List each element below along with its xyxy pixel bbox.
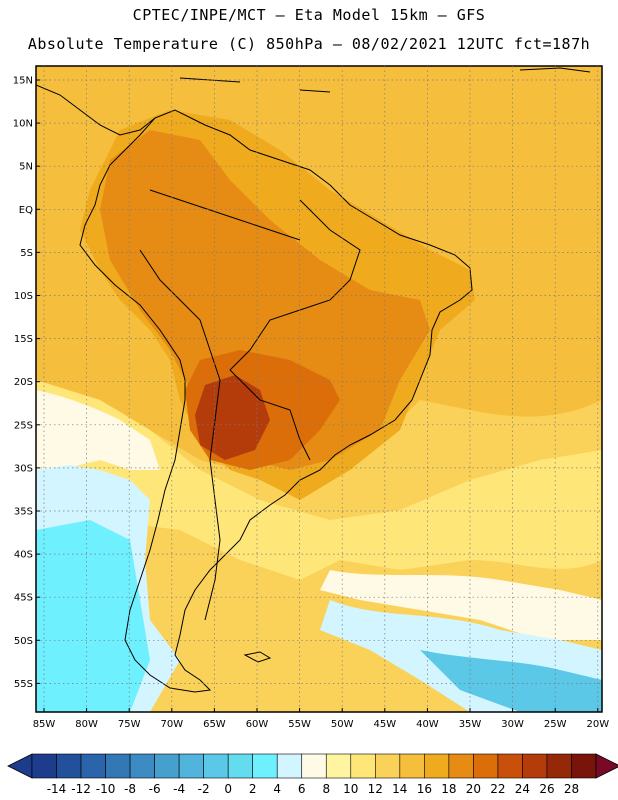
legend-swatch	[105, 753, 131, 779]
legend-swatch	[276, 753, 303, 779]
lat-label: 10N	[13, 119, 33, 130]
map-frame	[35, 65, 603, 713]
legend-tick-label: -14	[47, 782, 67, 796]
lat-label: 20S	[14, 377, 33, 388]
legend-tick-label: 26	[539, 782, 554, 796]
legend-tick-label: 10	[343, 782, 358, 796]
lat-label: 30S	[14, 463, 33, 474]
legend-tick-label: 18	[441, 782, 456, 796]
legend-swatch	[129, 753, 155, 779]
legend-swatch	[178, 753, 204, 779]
legend-swatch	[252, 753, 278, 779]
legend-tick-label: -10	[96, 782, 116, 796]
legend-tick-label: 8	[322, 782, 330, 796]
lon-label: 45W	[373, 719, 396, 730]
color-legend: -14 -12 -10 -8 -6 -4 -2 0 2 4 6 8 10 12 14 16 18 20 22 24 26…	[7, 753, 618, 796]
lat-label: 40S	[14, 550, 33, 561]
legend-swatch	[473, 753, 499, 779]
field-continent-hottest	[195, 375, 270, 460]
lon-label: 70W	[160, 719, 183, 730]
lon-label: 85W	[33, 719, 56, 730]
lon-label: 50W	[331, 719, 354, 730]
chart-title-line-1: CPTEC/INPE/MCT – Eta Model 15km – GFS	[132, 6, 486, 24]
field-yellow-band	[36, 380, 602, 580]
lon-label: 55W	[288, 719, 311, 730]
lat-label: 35S	[14, 507, 33, 518]
legend-swatch	[571, 753, 597, 779]
legend-swatch	[522, 753, 548, 779]
legend-swatch	[375, 753, 401, 779]
legend-arrow-left	[7, 753, 33, 779]
lon-label: 25W	[544, 719, 567, 730]
legend-swatch	[497, 753, 523, 779]
lat-label: 5N	[19, 162, 33, 173]
legend-tick-label: -4	[173, 782, 185, 796]
lat-label: 50S	[14, 636, 33, 647]
central-america	[36, 84, 156, 136]
lon-label: 60W	[246, 719, 269, 730]
lat-label: 25S	[14, 420, 33, 431]
legend-tick-label: 20	[466, 782, 481, 796]
legend-tick-label: 16	[417, 782, 432, 796]
lat-label: 55S	[14, 679, 33, 690]
legend-tick-label: 0	[224, 782, 232, 796]
lon-label: 40W	[416, 719, 439, 730]
field-cold-pacific-core	[36, 520, 150, 712]
legend-tick-label: 22	[490, 782, 505, 796]
lat-label: 5S	[20, 248, 33, 259]
border-north	[149, 189, 301, 241]
legend-tick-label: 28	[564, 782, 579, 796]
lon-label: 80W	[75, 719, 98, 730]
legend-tick-label: -6	[149, 782, 161, 796]
longitude-labels: 85W 80W 75W 70W 65W 60W 55W 50W 45W 40W 35W 30W 25W 2…	[33, 708, 609, 730]
lon-label: 20W	[586, 719, 609, 730]
border-brazil	[229, 199, 361, 461]
country-borders	[36, 67, 591, 693]
legend-swatch	[301, 753, 327, 779]
legend-tick-label: 14	[392, 782, 407, 796]
lon-label: 35W	[459, 719, 482, 730]
lat-label: 10S	[14, 291, 33, 302]
legend-swatch	[399, 753, 425, 779]
legend-swatch	[154, 753, 180, 779]
legend-arrow-right	[595, 753, 618, 779]
lat-label: 15S	[14, 334, 33, 345]
legend-tick-label: 6	[298, 782, 306, 796]
lat-label: EQ	[19, 205, 33, 216]
legend-swatch	[350, 753, 376, 779]
field-cream-band	[36, 390, 602, 640]
border-andes	[139, 249, 221, 621]
lon-label: 65W	[203, 719, 226, 730]
legend-swatch	[80, 753, 106, 779]
lat-label: 45S	[14, 593, 33, 604]
legend-tick-label: 24	[515, 782, 530, 796]
legend-swatch	[325, 753, 352, 779]
legend-tick-label: -12	[71, 782, 91, 796]
legend-tick-label: 12	[368, 782, 383, 796]
legend-swatch	[31, 753, 57, 779]
field-cold-atlantic-core	[420, 650, 602, 712]
legend-swatch	[227, 753, 253, 779]
temperature-field	[36, 66, 602, 712]
lon-label: 30W	[501, 719, 524, 730]
falkland-islands	[243, 651, 272, 663]
legend-swatch	[448, 753, 474, 779]
coastline-south-america	[79, 109, 473, 693]
legend-swatch	[56, 753, 82, 779]
legend-tick-label: 4	[273, 782, 281, 796]
caribbean-islands	[179, 67, 591, 93]
lat-label: 15N	[13, 76, 33, 87]
legend-swatch	[203, 753, 229, 779]
legend-swatch	[424, 753, 450, 779]
lon-label: 75W	[118, 719, 141, 730]
chart-title-line-2: Absolute Temperature (C) 850hPa – 08/02/…	[27, 35, 591, 53]
latitude-labels: 15N 10N 5N EQ 5S 10S 15S 20S 25S 30S 35S 40S 45S 50S 5…	[13, 76, 40, 690]
field-continent-hot	[100, 130, 430, 470]
legend-tick-label: 2	[249, 782, 257, 796]
legend-tick-label: -2	[198, 782, 210, 796]
legend-swatch	[546, 753, 572, 779]
legend-tick-label: -8	[124, 782, 136, 796]
